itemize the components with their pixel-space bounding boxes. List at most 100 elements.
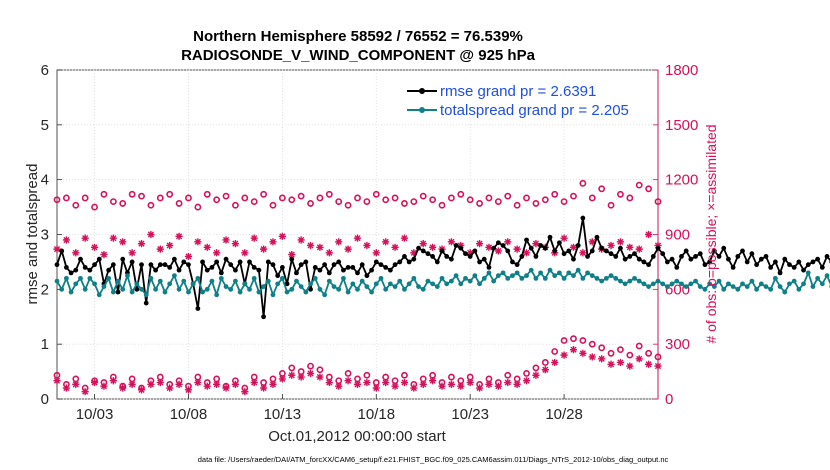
legend-box bbox=[401, 73, 653, 121]
rmse-point bbox=[387, 267, 393, 273]
obs-assimilated-marker bbox=[109, 377, 117, 385]
obs-possible-marker bbox=[541, 196, 549, 204]
rmse-point bbox=[627, 254, 633, 259]
rmse-point bbox=[585, 254, 590, 259]
obs-possible-marker bbox=[513, 201, 521, 209]
totalspread-point bbox=[237, 289, 243, 295]
rmse-point bbox=[303, 259, 309, 265]
rmse-point bbox=[444, 254, 450, 259]
rmse-point bbox=[275, 273, 281, 279]
rmse-point bbox=[500, 243, 506, 248]
rmse-point bbox=[115, 289, 121, 295]
rmse-point bbox=[416, 245, 421, 251]
totalspread-point bbox=[209, 278, 215, 284]
obs-assimilated-marker bbox=[429, 377, 437, 385]
rmse-point bbox=[336, 259, 342, 265]
obs-possible-marker bbox=[485, 194, 493, 202]
totalspread-point bbox=[247, 286, 252, 292]
totalspread-point bbox=[580, 275, 586, 281]
y2-axis-label: # of obs: o=possible; ×=assimilated bbox=[703, 124, 719, 343]
y2-tick-label: 1200 bbox=[665, 172, 698, 189]
obs-assimilated-marker bbox=[250, 234, 258, 242]
obs-assimilated-marker bbox=[560, 351, 568, 359]
rmse-point bbox=[326, 270, 332, 276]
rmse-point bbox=[68, 270, 74, 276]
rmse-point bbox=[519, 254, 525, 259]
obs-assimilated-marker bbox=[626, 243, 634, 251]
obs-possible-marker bbox=[81, 194, 89, 202]
obs-assimilated-marker bbox=[213, 249, 221, 257]
legend-spread-marker bbox=[419, 107, 425, 113]
totalspread-point bbox=[228, 286, 234, 292]
obs-possible-marker bbox=[119, 200, 127, 207]
totalspread-point bbox=[110, 289, 116, 295]
totalspread-point bbox=[143, 292, 149, 298]
rmse-point bbox=[758, 256, 764, 262]
totalspread-point bbox=[148, 275, 154, 281]
rmse-point bbox=[721, 245, 727, 251]
totalspread-point bbox=[59, 286, 65, 292]
rmse-point bbox=[195, 306, 201, 311]
rmse-point bbox=[294, 270, 299, 276]
rmse-point bbox=[726, 256, 731, 262]
totalspread-point bbox=[744, 284, 750, 289]
rmse-point bbox=[796, 259, 802, 265]
obs-possible-marker bbox=[344, 370, 352, 377]
obs-assimilated-marker bbox=[250, 378, 258, 387]
obs-assimilated-marker bbox=[475, 240, 484, 248]
obs-possible-marker bbox=[438, 201, 446, 209]
obs-assimilated-marker bbox=[194, 378, 202, 387]
rmse-point bbox=[782, 256, 788, 262]
totalspread-point bbox=[322, 292, 328, 298]
obs-assimilated-marker bbox=[635, 355, 643, 363]
rmse-point bbox=[317, 267, 323, 273]
obs-assimilated-marker bbox=[72, 380, 80, 388]
obs-assimilated-marker bbox=[400, 378, 409, 387]
obs-assimilated-marker bbox=[485, 243, 493, 251]
y2-tick-label: 1500 bbox=[665, 117, 698, 134]
rmse-point bbox=[214, 259, 220, 265]
rmse-point bbox=[341, 267, 346, 273]
totalspread-point bbox=[129, 289, 135, 295]
obs-assimilated-marker bbox=[288, 251, 296, 259]
obs-assimilated-marker bbox=[654, 241, 662, 250]
totalspread-point bbox=[171, 273, 177, 279]
rmse-point bbox=[383, 265, 389, 270]
obs-possible-marker bbox=[626, 351, 634, 359]
rmse-point bbox=[430, 254, 436, 259]
totalspread-point bbox=[73, 281, 79, 287]
legend-spread-label: totalspread grand pr = 2.205 bbox=[440, 102, 629, 119]
rmse-point bbox=[350, 265, 356, 270]
obs-assimilated-marker bbox=[62, 236, 70, 244]
x-tick-label: 10/28 bbox=[545, 406, 583, 423]
totalspread-point bbox=[284, 289, 290, 295]
rmse-point bbox=[716, 254, 722, 259]
obs-possible-marker bbox=[551, 190, 559, 198]
totalspread-point bbox=[519, 275, 525, 281]
obs-assimilated-marker bbox=[137, 386, 146, 394]
obs-assimilated-marker bbox=[466, 378, 474, 387]
rmse-point bbox=[73, 267, 79, 273]
totalspread-point bbox=[68, 289, 74, 295]
rmse-point bbox=[312, 265, 318, 270]
obs-possible-marker bbox=[654, 353, 662, 361]
obs-assimilated-marker bbox=[213, 380, 221, 388]
totalspread-point bbox=[449, 278, 454, 284]
rmse-point bbox=[542, 245, 548, 251]
obs-assimilated-marker bbox=[278, 232, 286, 240]
obs-assimilated-marker bbox=[335, 382, 343, 390]
totalspread-point bbox=[603, 275, 609, 281]
totalspread-point bbox=[242, 281, 248, 287]
totalspread-point bbox=[298, 284, 304, 289]
totalspread-point bbox=[796, 286, 802, 292]
rmse-point bbox=[777, 270, 783, 276]
totalspread-point bbox=[434, 284, 440, 289]
rmse-point bbox=[373, 259, 379, 265]
obs-assimilated-marker bbox=[438, 382, 446, 390]
rmse-point bbox=[153, 267, 159, 273]
rmse-point bbox=[228, 262, 234, 268]
totalspread-point bbox=[693, 278, 698, 284]
rmse-point bbox=[566, 248, 572, 254]
totalspread-point bbox=[768, 286, 774, 292]
obs-possible-marker bbox=[607, 349, 615, 357]
